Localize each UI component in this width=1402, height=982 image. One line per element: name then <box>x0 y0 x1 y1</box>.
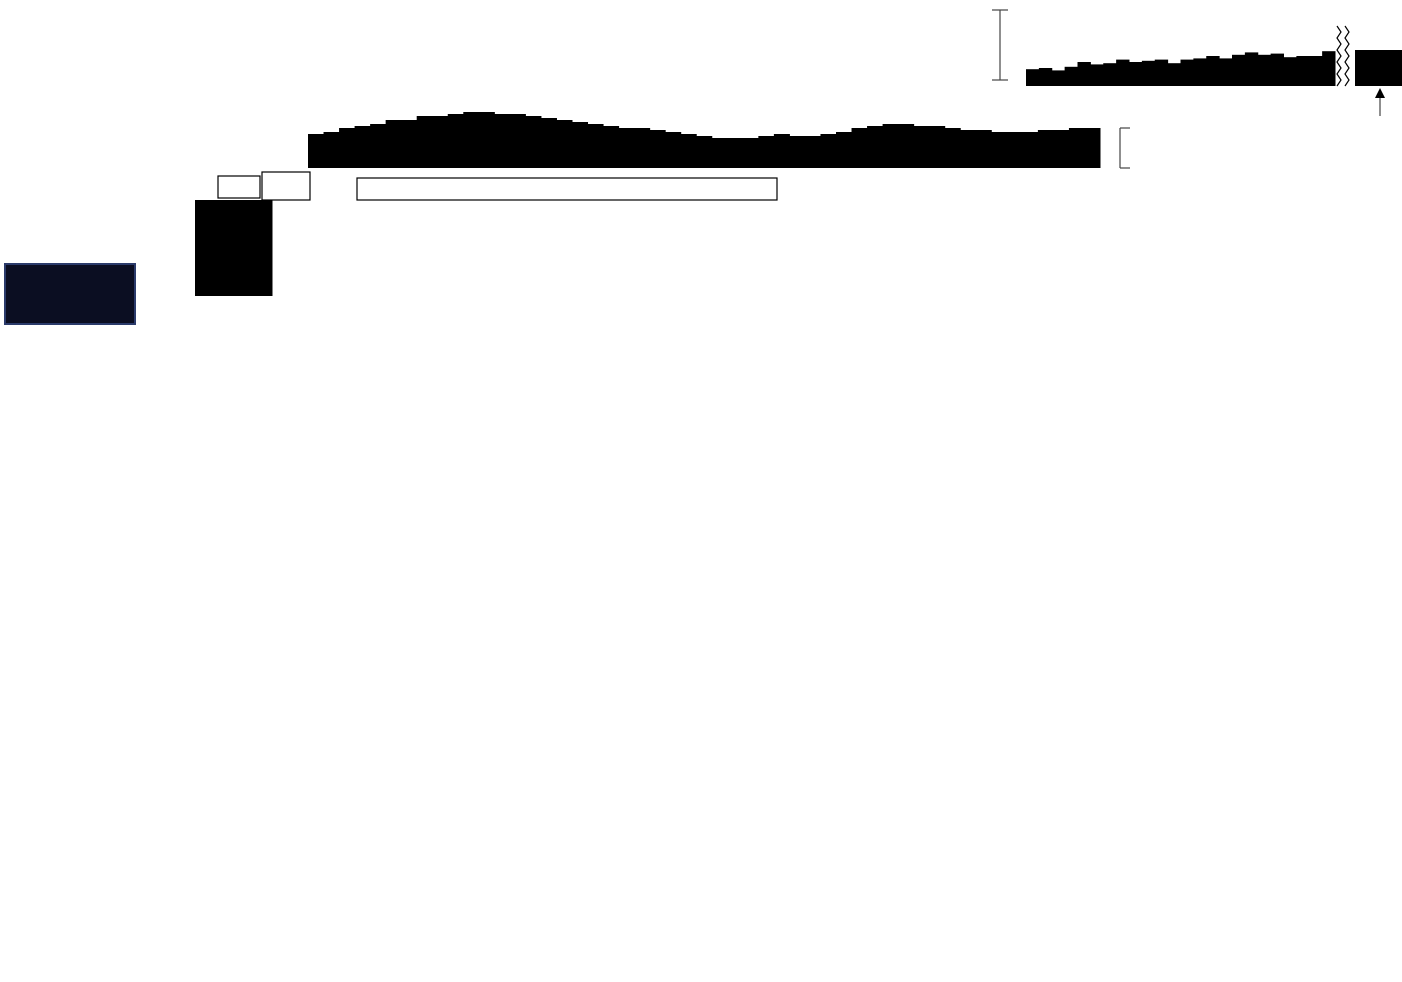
insulin-bar <box>1090 64 1103 86</box>
tacrolimus-bar <box>789 136 805 168</box>
insulin-break-left <box>1337 26 1341 86</box>
insulin-bar <box>1193 58 1206 86</box>
tacrolimus-bar <box>1053 130 1069 168</box>
tacrolimus-bar <box>603 126 619 168</box>
tacrolimus-bar <box>883 124 899 168</box>
insulin-bar-post-break <box>1355 50 1402 86</box>
tacrolimus-bar <box>1022 132 1038 168</box>
tacrolimus-bar <box>619 128 635 168</box>
tacrolimus-bar <box>960 130 976 168</box>
aracy-box <box>262 172 310 200</box>
insulin-bar <box>1245 52 1258 86</box>
tacrolimus-bar <box>386 120 402 168</box>
tacrolimus-bar <box>712 138 728 168</box>
tacrolimus-bar <box>510 114 526 168</box>
insulin-bar <box>1296 56 1309 86</box>
insulin-bar <box>1271 54 1284 86</box>
insulin-bar <box>1309 56 1322 86</box>
insulin-bar <box>1181 60 1194 86</box>
tacrolimus-bar <box>743 138 759 168</box>
insulin-bar <box>1065 67 1078 86</box>
clinical-timeline-figure <box>0 0 1402 977</box>
tacrolimus-bar <box>417 116 433 168</box>
tacrolimus-bar <box>588 124 604 168</box>
insulin-bar <box>1232 55 1245 86</box>
tacrolimus-bar <box>479 112 495 168</box>
tacrolimus-bar <box>634 128 650 168</box>
tacrolimus-bar <box>556 120 572 168</box>
tacrolimus-bar <box>976 130 992 168</box>
tacrolimus-bar <box>525 116 541 168</box>
tacrolimus-bar <box>696 136 712 168</box>
tacrolimus-bar <box>1038 130 1054 168</box>
tacrolimus-bar <box>339 128 355 168</box>
tacrolimus-bar <box>774 134 790 168</box>
insulin-bar <box>1284 57 1297 86</box>
tacrolimus-bar <box>991 132 1007 168</box>
tacrolimus-bar <box>929 126 945 168</box>
tacrolimus-bar <box>401 120 417 168</box>
tacrolimus-bar <box>867 126 883 168</box>
tacrolimus-bar <box>758 136 774 168</box>
tacrolimus-bar <box>494 114 510 168</box>
tacrolimus-bar <box>355 126 371 168</box>
tacrolimus-bar <box>650 130 666 168</box>
insulin-bar <box>1206 56 1219 86</box>
insulin-bar <box>1026 69 1039 86</box>
tacrolimus-bar <box>665 132 681 168</box>
tacrolimus-bar <box>681 134 697 168</box>
insulin-bar <box>1258 55 1271 86</box>
insulin-bar <box>1142 61 1155 86</box>
tacrolimus-bar <box>370 124 386 168</box>
tacrolimus-bar <box>1007 132 1023 168</box>
insulin-bar <box>1039 68 1052 86</box>
insulin-bar <box>1322 51 1335 86</box>
insulin-bar <box>1219 58 1232 86</box>
tacrolimus-bar <box>448 114 464 168</box>
tacrolimus-bar <box>898 124 914 168</box>
tacrolimus-bar <box>1069 128 1085 168</box>
tacrolimus-bar <box>820 134 836 168</box>
gluco-sidebox <box>5 264 135 324</box>
tbi-box <box>218 176 260 198</box>
tacrolimus-bar <box>432 116 448 168</box>
tacrolimus-bar <box>324 132 340 168</box>
insulin-break-right <box>1345 26 1349 86</box>
insulin-bar <box>1078 62 1091 86</box>
insulin-bar <box>1129 62 1142 86</box>
tacrolimus-bar <box>805 136 821 168</box>
insulin-bar <box>1116 60 1129 86</box>
insulin-bar <box>1168 63 1181 86</box>
insulin-bar <box>1052 70 1065 86</box>
glucocorticoid-bar <box>195 200 273 296</box>
tacrolimus-bar <box>572 122 588 168</box>
tacrolimus-bar <box>463 112 479 168</box>
tacrolimus-bar <box>836 132 852 168</box>
tacrolimus-bar <box>727 138 743 168</box>
insulin-bar <box>1103 63 1116 86</box>
tacrolimus-bar <box>852 128 868 168</box>
insulin-bar <box>1155 60 1168 86</box>
tacrolimus-bar <box>1084 128 1100 168</box>
tacrolimus-bar <box>945 128 961 168</box>
tacrolimus-bar <box>541 118 557 168</box>
gcsf-box <box>357 178 777 200</box>
tacrolimus-bar <box>914 126 930 168</box>
tacrolimus-bar <box>308 134 324 168</box>
